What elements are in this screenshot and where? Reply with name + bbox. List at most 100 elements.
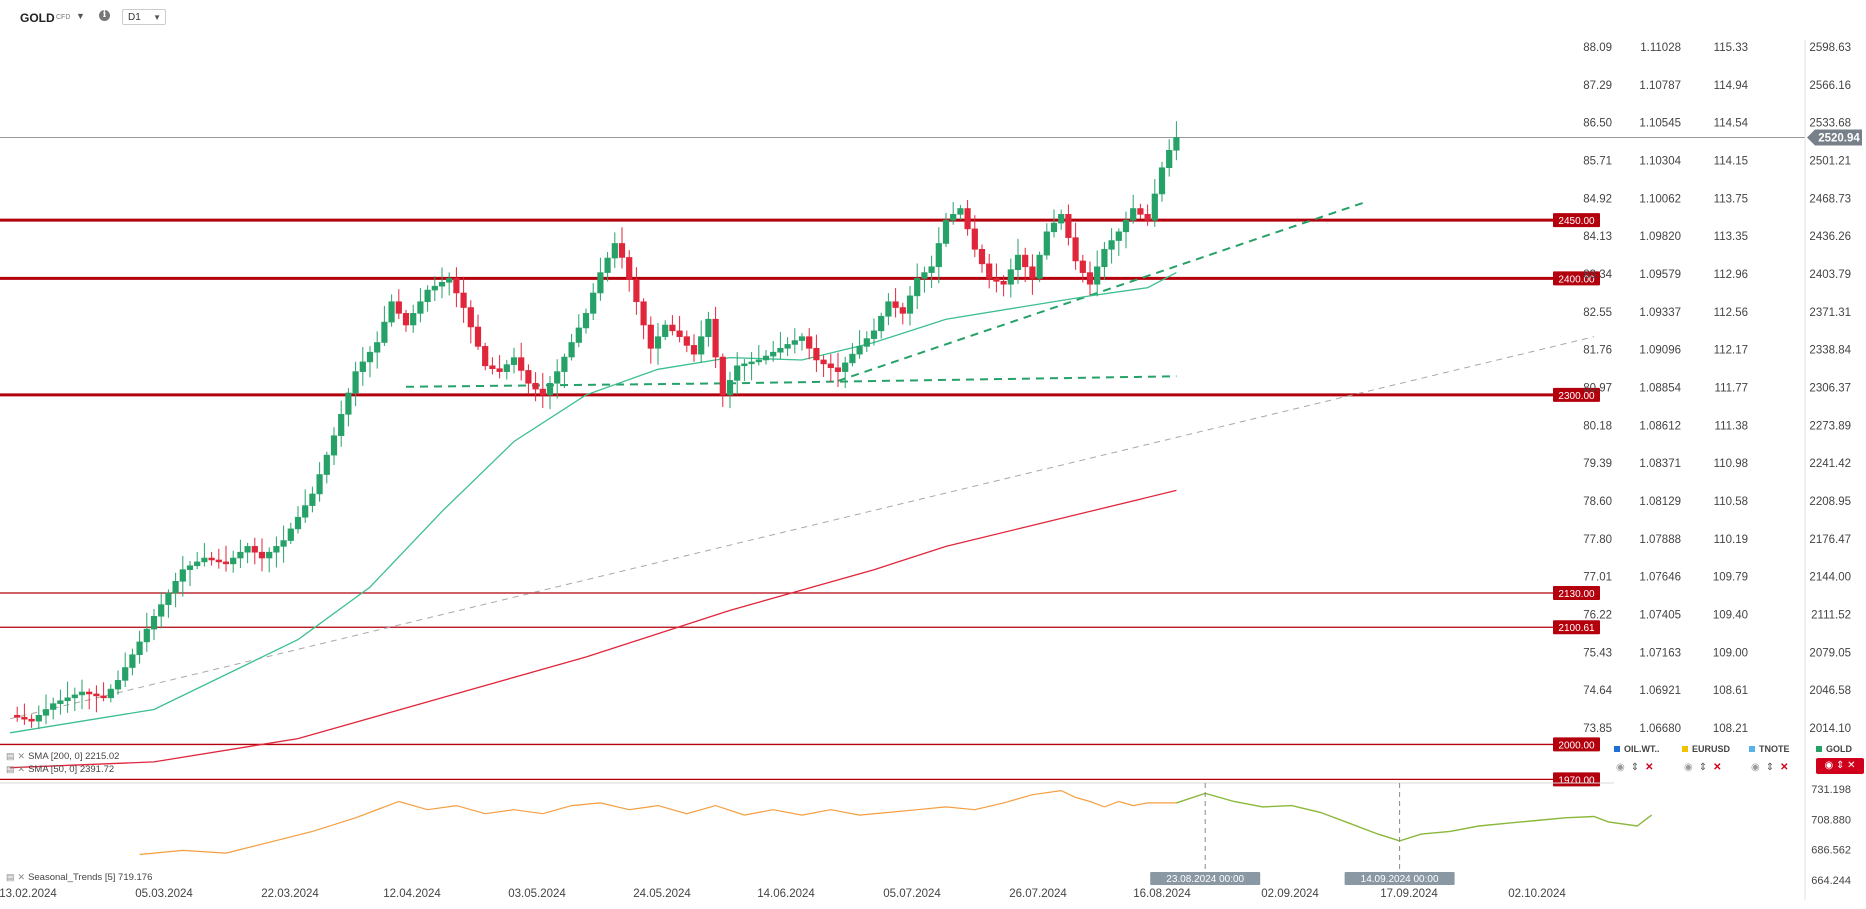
axis-0-tick-5: 84.13: [1583, 231, 1612, 243]
candle-body-3: [28, 718, 35, 722]
sma50-legend[interactable]: ▤ ✕ SMA [50, 0] 2391.72: [6, 764, 114, 775]
candle-body-126: [914, 278, 921, 297]
info-icon[interactable]: i: [99, 10, 110, 21]
eye-icon[interactable]: ◉: [1751, 762, 1760, 773]
candle-body-30: [222, 561, 230, 565]
settings-icon[interactable]: ▤: [6, 872, 15, 882]
candle-body-39: [287, 528, 294, 541]
reorder-icon[interactable]: ⇕: [1765, 762, 1775, 773]
axis-2-tick-9: 111.77: [1715, 383, 1748, 395]
symbol-title[interactable]: GOLD: [20, 11, 55, 25]
candle-body-154: [1115, 231, 1122, 241]
candle-body-14: [107, 688, 114, 699]
candle-body-29: [215, 559, 222, 563]
compare-oil-controls[interactable]: ◉ ⇕ ✕: [1616, 762, 1654, 773]
candle-body-105: [762, 355, 770, 361]
candle-body-80: [582, 313, 590, 329]
seasonal-tick-0: 731.198: [1811, 784, 1851, 796]
candle-body-48: [352, 371, 359, 394]
level-label-0: 2450.00: [1558, 216, 1595, 227]
axis-0-tick-2: 86.50: [1583, 118, 1612, 130]
reorder-icon[interactable]: ⇕: [1835, 760, 1845, 771]
gold-color-swatch: [1816, 746, 1822, 752]
level-label-bg-4: [1553, 620, 1600, 635]
candle-body-85: [618, 243, 626, 258]
timeframe-chevron-icon: ▼: [153, 13, 161, 22]
level-label-bg-5: [1553, 737, 1600, 752]
seasonal-legend[interactable]: ▤ ✕ Seasonal_Trends [5] 719.176: [6, 872, 152, 883]
candle-body-47: [345, 392, 352, 415]
candle-body-142: [1029, 266, 1036, 279]
reorder-icon[interactable]: ⇕: [1630, 762, 1640, 773]
candle-body-91: [662, 324, 669, 337]
close-icon[interactable]: ✕: [17, 764, 26, 774]
axis-1-tick-7: 1.09337: [1639, 307, 1681, 319]
compare-gold-controls[interactable]: ◉ ⇕ ✕: [1816, 758, 1864, 774]
eye-icon[interactable]: ◉: [1684, 762, 1693, 773]
candle-body-21: [158, 604, 165, 617]
candle-body-93: [676, 330, 683, 337]
close-icon[interactable]: ✕: [1780, 762, 1789, 773]
axis-0-tick-8: 81.76: [1583, 345, 1612, 357]
candle-body-120: [870, 330, 878, 339]
axis-2-tick-1: 114.94: [1714, 80, 1749, 92]
reorder-icon[interactable]: ⇕: [1698, 762, 1708, 773]
candle-body-13: [100, 695, 107, 699]
compare-gold[interactable]: GOLD: [1816, 744, 1852, 754]
horizontal-levels: 2450.00 2400.00 2300.00 2130.00 2100.61 2000.…: [0, 137, 1805, 787]
candle-body-88: [640, 301, 647, 326]
candle-body-136: [986, 263, 993, 279]
candle-body-123: [892, 301, 899, 308]
seasonal-tick-1: 708.880: [1811, 814, 1851, 826]
close-icon[interactable]: ✕: [17, 872, 26, 882]
candle-body-5: [42, 709, 50, 716]
timeframe-select[interactable]: D1 ▼: [122, 9, 166, 25]
candle-body-124: [899, 307, 906, 314]
close-icon[interactable]: ✕: [1713, 762, 1722, 773]
candle-body-157: [1137, 208, 1144, 215]
axis-0-tick-13: 77.80: [1583, 534, 1612, 546]
candle-body-158: [1144, 214, 1151, 221]
close-icon[interactable]: ✕: [1847, 760, 1856, 771]
settings-icon[interactable]: ▤: [6, 764, 15, 774]
axis-0-tick-7: 82.55: [1583, 307, 1612, 319]
candle-body-31: [230, 557, 237, 565]
candle-body-131: [950, 214, 957, 221]
axis-0-tick-9: 80.97: [1583, 383, 1612, 395]
axis-0-tick-11: 79.39: [1583, 458, 1612, 470]
eye-icon[interactable]: ◉: [1824, 760, 1834, 771]
close-icon[interactable]: ✕: [17, 751, 26, 761]
last-price-badge: [1807, 129, 1862, 146]
trendlines: [9, 201, 1595, 720]
chevron-down-icon[interactable]: ▼: [76, 11, 85, 21]
candle-body-51: [374, 342, 381, 353]
candle-body-2: [21, 716, 28, 720]
compare-eurusd-controls[interactable]: ◉ ⇕ ✕: [1684, 762, 1722, 773]
seasonal-tick-3: 664.244: [1811, 875, 1851, 887]
x-tick-12: 02.10.2024: [1508, 888, 1566, 900]
settings-icon[interactable]: ▤: [6, 751, 15, 761]
candle-body-161: [1166, 149, 1173, 169]
close-icon[interactable]: ✕: [1645, 762, 1654, 773]
compare-gold-name: GOLD: [1826, 744, 1852, 754]
candle-body-35: [258, 551, 266, 559]
sma200-legend[interactable]: ▤ ✕ SMA [200, 0] 2215.02: [6, 751, 119, 762]
x-tick-5: 24.05.2024: [633, 888, 691, 900]
compare-tnote-controls[interactable]: ◉ ⇕ ✕: [1751, 762, 1789, 773]
sma200-label: SMA [200, 0]: [28, 751, 83, 762]
candle-body-63: [460, 292, 467, 308]
axis-1-tick-10: 1.08612: [1639, 420, 1681, 432]
axis-1-tick-0: 1.11028: [1640, 42, 1681, 54]
compare-eurusd[interactable]: EURUSD: [1682, 744, 1730, 754]
seasonal-tick-2: 686.562: [1811, 845, 1851, 857]
candle-body-8: [64, 697, 71, 702]
level-label-4: 2100.61: [1558, 623, 1595, 634]
compare-tnote[interactable]: TNOTE: [1749, 744, 1790, 754]
price-tick-15: 2111.52: [1811, 610, 1851, 622]
eye-icon[interactable]: ◉: [1616, 762, 1625, 773]
compare-oil[interactable]: OIL.WT..: [1614, 744, 1660, 754]
price-axes: 88.09 87.29 86.50 85.71 84.92 84.13 83.34 82.55…: [1583, 40, 1862, 900]
candle-body-103: [748, 361, 755, 365]
tnote-color-swatch: [1749, 746, 1755, 752]
